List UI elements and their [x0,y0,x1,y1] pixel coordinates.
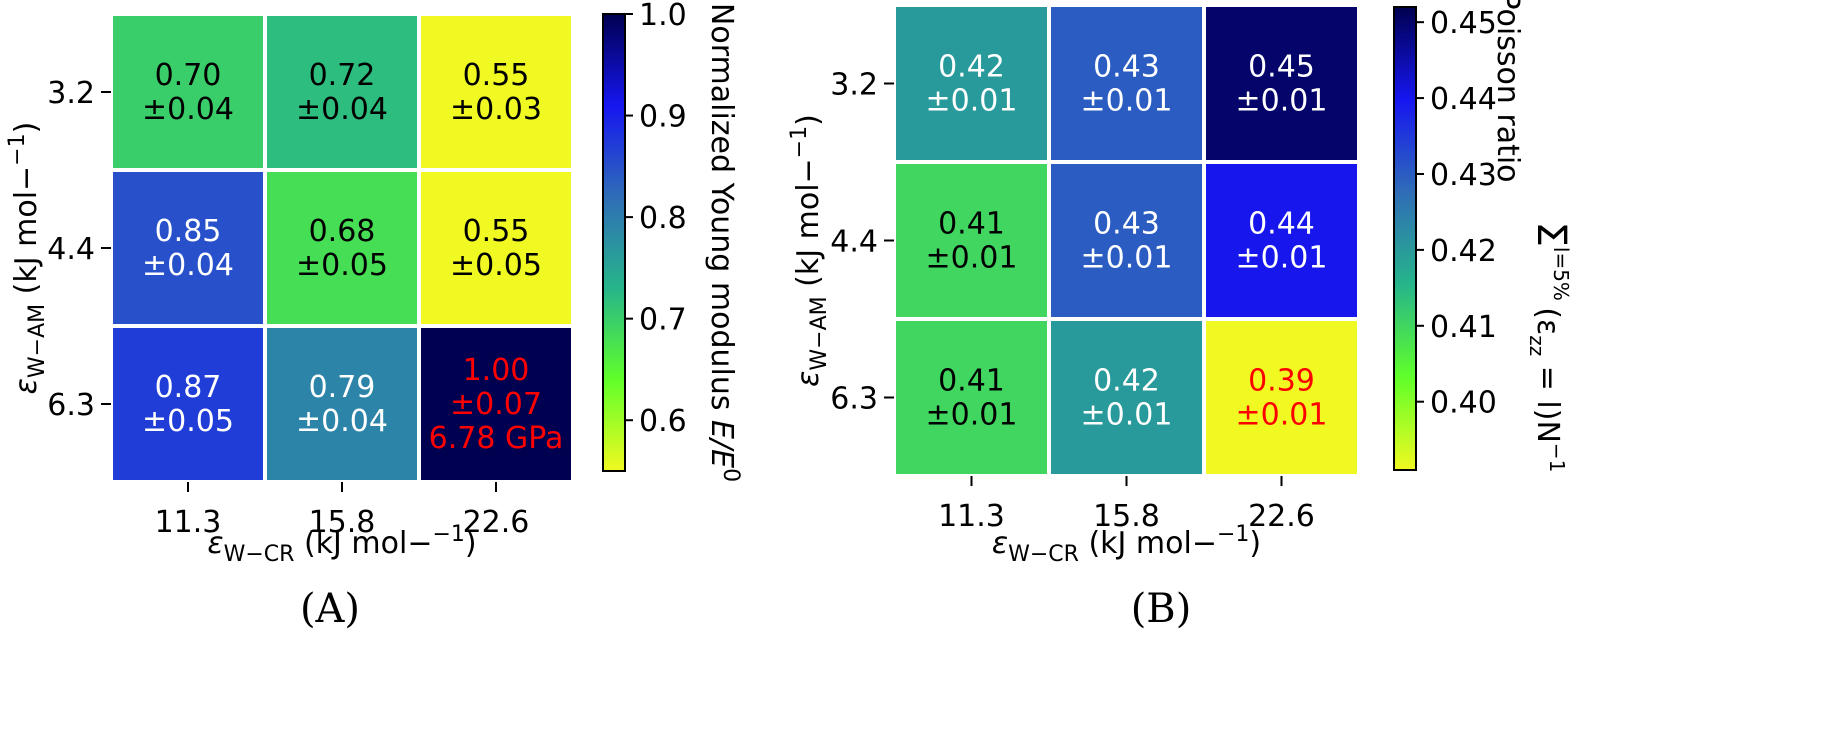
cell-value-label: ±0.01 [1236,398,1328,433]
cell-value-label: 0.55 [463,58,530,93]
cell-value-label: 0.87 [155,370,222,405]
cell-value-label: ±0.04 [296,92,388,127]
heatmap-cell [421,16,571,168]
colorbar-tick-label: 0.43 [1430,158,1497,193]
heatmap-cell [267,172,417,324]
cell-value-label: ±0.03 [450,92,542,127]
cell-value-label: 0.42 [1093,364,1160,399]
colorbar-tick-label: 1.0 [639,0,687,33]
cell-value-label: 0.43 [1093,50,1160,85]
x-tick-label: 15.8 [309,505,376,540]
heatmap-cell [1051,164,1202,317]
cell-value-label: 0.79 [309,370,376,405]
cell-value-label: 0.41 [938,207,1005,242]
x-axis-label: εW−CR (kJ mol−−1) [207,522,476,567]
y-tick-label: 4.4 [830,225,878,260]
y-tick-label: 6.3 [830,382,878,417]
y-tick-label: 3.2 [47,76,95,111]
cell-value-label: 0.55 [463,214,530,249]
colorbar-tick-label: 0.9 [639,100,687,135]
heatmap-cell [113,328,263,480]
colorbar-tick-label: 0.8 [639,201,687,236]
cell-value-label: ±0.01 [926,84,1018,119]
colorbar-tick-label: 0.6 [639,404,687,439]
heatmap-cell [113,172,263,324]
x-tick-label: 22.6 [1248,499,1315,534]
cell-value-label: 6.78 GPa [429,421,564,456]
colorbar-tick-label: 0.42 [1430,234,1497,269]
cell-value-label: 0.43 [1093,207,1160,242]
colorbar-tick-label: 0.40 [1430,386,1497,421]
cell-value-label: ±0.04 [296,404,388,439]
cell-value-label: ±0.05 [450,248,542,283]
heatmap-cell [267,328,417,480]
heatmap-cell [1206,321,1357,474]
heatmap-cell [896,164,1047,317]
cell-value-label: ±0.01 [1081,241,1173,276]
heatmap-cell [421,172,571,324]
heatmap-cell [896,321,1047,474]
cell-value-label: ±0.01 [926,398,1018,433]
heatmap-cell [267,16,417,168]
cell-value-label: 0.70 [155,58,222,93]
cell-value-label: ±0.01 [1236,241,1328,276]
cell-value-label: 0.45 [1248,50,1315,85]
colorbar-label-line2: Σl=5% (εzz = l)N−1 [1525,222,1574,473]
colorbar-tick-label: 0.7 [639,303,687,338]
heatmap-cell [1051,321,1202,474]
cell-value-label: ±0.04 [142,248,234,283]
y-tick-label: 3.2 [830,68,878,103]
panel-label: (A) [300,586,360,632]
x-axis-label: εW−CR (kJ mol−−1) [992,522,1261,567]
cell-value-label: 0.42 [938,50,1005,85]
cell-value-label: 0.85 [155,214,222,249]
panel-a: 0.70±0.040.72±0.040.55±0.030.85±0.040.68… [5,0,743,632]
cell-value-label: ±0.04 [142,92,234,127]
colorbar-tick-label: 0.45 [1430,6,1497,41]
x-tick-label: 11.3 [155,505,222,540]
cell-value-label: ±0.05 [142,404,234,439]
y-tick-label: 4.4 [47,232,95,267]
heatmap-cell [896,7,1047,160]
cell-value-label: ±0.01 [1081,398,1173,433]
heatmap-cell [113,16,263,168]
colorbar [602,13,626,472]
colorbar-label: Normalized Young modulus E/E0 [704,3,743,482]
cell-value-label: ±0.01 [1081,84,1173,119]
cell-value-label: 1.00 [463,353,530,388]
heatmap-cell [1206,7,1357,160]
cell-value-label: ±0.07 [450,387,542,422]
cell-value-label: 0.72 [309,58,376,93]
heatmap-cell [1206,164,1357,317]
panel-label: (B) [1131,586,1192,632]
x-tick-label: 11.3 [938,499,1005,534]
cell-value-label: ±0.01 [1236,84,1328,119]
colorbar-tick-label: 0.41 [1430,310,1497,345]
colorbar [1393,6,1417,471]
heatmap-cell [1051,7,1202,160]
cell-value-label: 0.41 [938,364,1005,399]
panel-b: 0.42±0.010.43±0.010.45±0.010.41±0.010.43… [787,0,1574,632]
y-tick-label: 6.3 [47,388,95,423]
y-axis-label: εW−AM (kJ mol−−1) [5,122,50,395]
y-axis-label: εW−AM (kJ mol−−1) [787,114,832,387]
colorbar-tick-label: 0.44 [1430,82,1497,117]
cell-value-label: 0.68 [309,214,376,249]
heatmap-cell [421,328,571,480]
cell-value-label: 0.44 [1248,207,1315,242]
colorbar-label-line1: Poisson ratio [1490,0,1525,183]
x-tick-label: 22.6 [463,505,530,540]
cell-value-label: ±0.05 [296,248,388,283]
cell-value-label: 0.39 [1248,364,1315,399]
x-tick-label: 15.8 [1093,499,1160,534]
cell-value-label: ±0.01 [926,241,1018,276]
